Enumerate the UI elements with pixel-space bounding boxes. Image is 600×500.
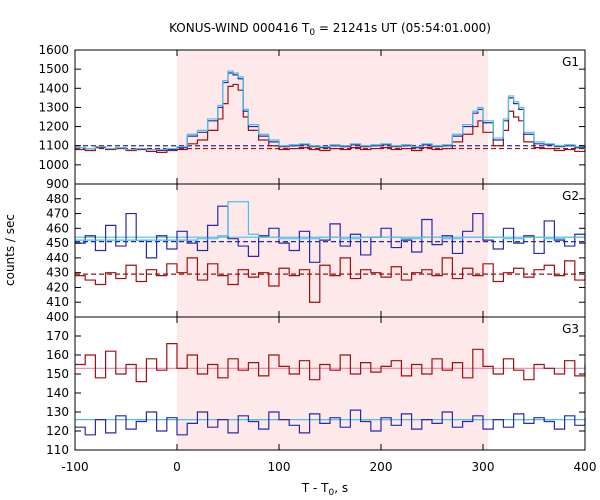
x-axis-label-main: T - T: [301, 481, 329, 495]
y-tick-label-g3: 140: [46, 386, 69, 400]
panel-frame-g3: [74, 316, 586, 451]
x-tick-label: 100: [268, 460, 291, 474]
data-layer: [75, 70, 586, 436]
title-main: KONUS-WIND 000416 T: [169, 21, 310, 35]
x-axis-label: T - T0, s: [301, 481, 348, 498]
series-red-g3: [75, 343, 586, 383]
panel-label-g2: G2: [562, 189, 579, 203]
chart-title: KONUS-WIND 000416 T0 = 21241s UT (05:54:…: [169, 21, 491, 38]
y-tick-label-g1: 1500: [38, 62, 69, 76]
y-tick-label-g2: 480: [46, 192, 69, 206]
y-tick-label-g1: 1000: [38, 158, 69, 172]
shaded-interval-g3: [177, 317, 489, 450]
y-tick-label-g3: 110: [46, 443, 69, 457]
y-tick-label-g1: 1100: [38, 139, 69, 153]
shaded-interval-g2: [177, 184, 489, 317]
series-cyan-g1: [75, 70, 586, 151]
shaded-interval-g1: [177, 50, 489, 184]
title-subscript: 0: [309, 28, 315, 38]
y-tick-label-g1: 1400: [38, 81, 69, 95]
panel-label-g3: G3: [562, 322, 579, 336]
x-axis-label-rest: , s: [334, 481, 348, 495]
x-tick-label: 0: [173, 460, 181, 474]
x-tick-label: -100: [61, 460, 88, 474]
y-tick-label-g1: 900: [46, 177, 69, 191]
y-tick-label-g2: 450: [46, 236, 69, 250]
y-tick-label-g2: 460: [46, 221, 69, 235]
x-tick-label: 300: [472, 460, 495, 474]
y-tick-label-g2: 400: [46, 310, 69, 324]
x-tick-label: 200: [370, 460, 393, 474]
x-axis-label-subscript: 0: [329, 488, 335, 498]
frame-layer: 9001000110012001300140015001600G14004104…: [38, 43, 596, 474]
y-tick-label-g2: 430: [46, 266, 69, 280]
y-tick-label-g3: 130: [46, 405, 69, 419]
series-red-g2: [75, 257, 586, 303]
series-blue-g3: [75, 409, 586, 436]
panel-label-g1: G1: [562, 55, 579, 69]
y-tick-label-g3: 160: [46, 348, 69, 362]
series-cyan-g2: [75, 201, 585, 241]
shade-layer: [177, 50, 489, 450]
y-tick-label-g3: 120: [46, 424, 69, 438]
y-tick-label-g2: 410: [46, 295, 69, 309]
y-tick-label-g1: 1200: [38, 120, 69, 134]
y-axis-label: counts / sec: [3, 214, 17, 286]
y-tick-label-g3: 170: [46, 329, 69, 343]
y-tick-label-g2: 470: [46, 207, 69, 221]
title-rest: = 21241s UT (05:54:01.000): [315, 21, 491, 35]
y-tick-label-g2: 420: [46, 280, 69, 294]
y-tick-label-g2: 440: [46, 251, 69, 265]
y-tick-label-g1: 1300: [38, 100, 69, 114]
x-tick-label: 400: [574, 460, 597, 474]
series-blue-g2: [75, 205, 586, 263]
series-red-g1: [75, 83, 586, 154]
y-tick-label-g3: 150: [46, 367, 69, 381]
y-tick-label-g1: 1600: [38, 43, 69, 57]
svg-text:KONUS-WIND 000416 T0 = 21241s: KONUS-WIND 000416 T0 = 21241s UT (05:54:…: [169, 21, 491, 38]
